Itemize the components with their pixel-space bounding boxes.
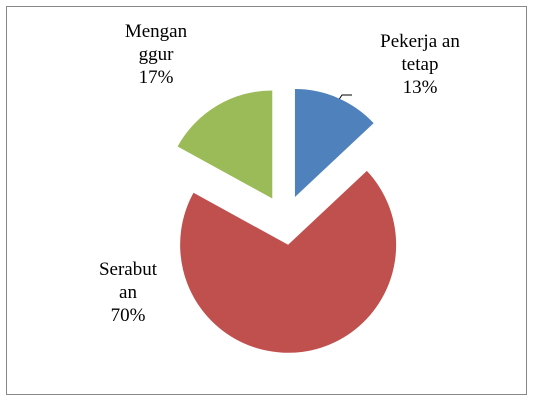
slice-label: Serabut an 70% (92, 258, 164, 327)
value-label: 17% (138, 67, 174, 88)
pie-slice (177, 90, 273, 199)
pie-slice (180, 170, 397, 353)
category-label: Pekerja an tetap (380, 31, 460, 75)
value-label: 70% (110, 305, 146, 326)
slice-label: Pekerja an tetap 13% (374, 30, 466, 99)
value-label: 13% (402, 77, 438, 98)
category-label: Mengan ggur (124, 21, 188, 65)
slice-label: Mengan ggur 17% (118, 20, 194, 89)
category-label: Serabut an (98, 259, 158, 303)
pie-slice (294, 89, 374, 198)
